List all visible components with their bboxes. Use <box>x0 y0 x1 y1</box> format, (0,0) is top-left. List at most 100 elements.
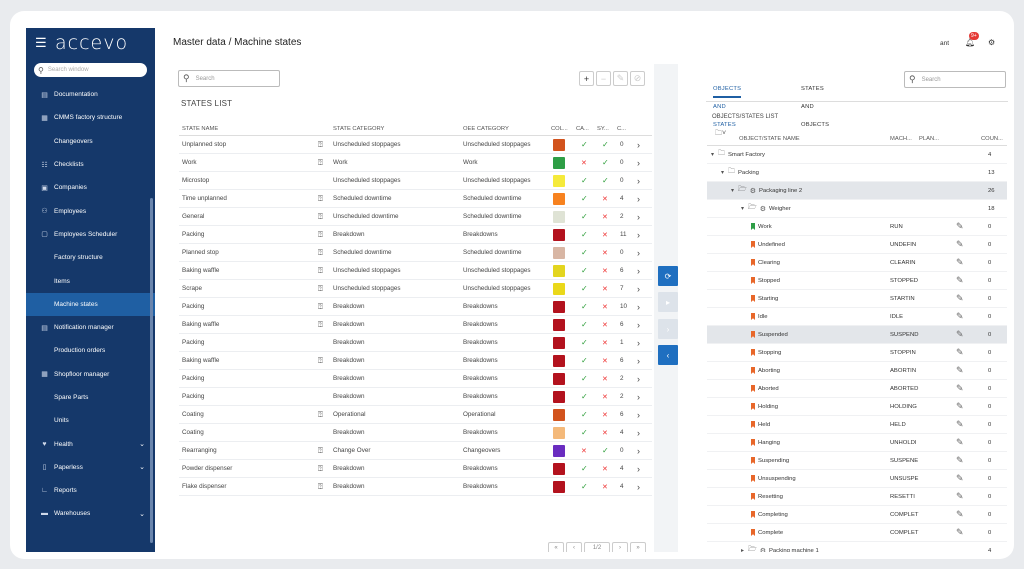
sidebar-item-notification-manager[interactable]: ▤ Notification manager <box>26 316 155 339</box>
tree-node-row[interactable]: ▸ 🗁︎ ⚙ Packing machine 1 4 <box>707 542 1007 552</box>
tree-state-row[interactable]: Aborting ABORTIN ✎ 0 <box>707 362 1007 380</box>
help-icon[interactable]: ⍰ <box>318 229 323 239</box>
sidebar-item-health[interactable]: ♥ Health ⌄ <box>26 432 155 455</box>
tree-state-row[interactable]: Unsuspending UNSUSPE ✎ 0 <box>707 470 1007 488</box>
help-icon[interactable]: ⍰ <box>318 193 323 203</box>
table-row[interactable]: Packing Breakdown Breakdowns ✓ ✕ 2 › <box>179 370 652 388</box>
pencil-icon[interactable]: ✎ <box>956 365 964 375</box>
table-row[interactable]: Scrape ⍰ Unscheduled stoppages Unscheduled … <box>179 280 652 298</box>
col-sy[interactable]: SY... <box>597 126 609 132</box>
move-all-right-button[interactable]: › <box>658 319 678 339</box>
chevron-right-icon[interactable]: › <box>637 391 640 402</box>
tree-node[interactable]: Suspended <box>751 331 788 338</box>
col-object-name[interactable]: OBJECT/STATE NAME <box>739 136 800 142</box>
sidebar-search-input[interactable]: ⚲ Search window <box>34 63 147 77</box>
tree-node[interactable]: Completing <box>751 511 788 518</box>
tree-state-row[interactable]: Complete COMPLET ✎ 0 <box>707 524 1007 542</box>
sidebar-scrollbar[interactable] <box>150 198 153 543</box>
tree-node[interactable]: ▾ 🗀︎ Smart Factory <box>711 149 765 160</box>
sidebar-item-checklists[interactable]: ☷ Checklists <box>26 153 155 176</box>
tree-node[interactable]: Undefined <box>751 241 785 248</box>
gear-icon[interactable]: ⚙ <box>988 38 996 47</box>
help-icon[interactable]: ⍰ <box>318 445 323 455</box>
table-row[interactable]: Baking waffle ⍰ Unscheduled stoppages Unsch… <box>179 262 652 280</box>
collapse-icon[interactable]: ▾ <box>731 188 735 194</box>
col-count[interactable]: C... <box>617 126 627 132</box>
sidebar-item-machine-states[interactable]: Machine states <box>26 292 155 316</box>
sidebar-item-changeovers[interactable]: Changeovers <box>26 130 155 153</box>
last-page-button[interactable]: » <box>630 542 646 552</box>
table-row[interactable]: Packing ⍰ Breakdown Breakdowns ✓ ✕ 10 › <box>179 298 652 316</box>
tree-state-row[interactable]: Clearing CLEARIN ✎ 0 <box>707 254 1007 272</box>
table-row[interactable]: Baking waffle ⍰ Breakdown Breakdowns ✓ ✕ 6 › <box>179 352 652 370</box>
help-icon[interactable]: ⍰ <box>318 211 323 221</box>
sidebar-item-paperless[interactable]: ▯ Paperless ⌄ <box>26 456 155 479</box>
help-icon[interactable]: ⍰ <box>318 355 323 365</box>
sidebar-item-employees[interactable]: ⚇ Employees <box>26 199 155 222</box>
edit-button[interactable]: ✎ <box>613 71 628 86</box>
refresh-button[interactable]: ⟳ <box>658 266 678 286</box>
chevron-right-icon[interactable]: › <box>637 175 640 186</box>
tree-node[interactable]: Unsuspending <box>751 475 796 482</box>
col-count[interactable]: COUN... <box>981 136 1003 142</box>
tree-state-row[interactable]: Holding HOLDING ✎ 0 <box>707 398 1007 416</box>
pencil-icon[interactable]: ✎ <box>956 347 964 357</box>
help-icon[interactable]: ⍰ <box>318 157 323 167</box>
remove-button[interactable]: − <box>596 71 611 86</box>
sidebar-item-shopfloor-manager[interactable]: ▦ Shopfloor manager <box>26 363 155 386</box>
help-icon[interactable]: ⍰ <box>318 301 323 311</box>
tree-node[interactable]: Resetting <box>751 493 783 500</box>
tree-node-row[interactable]: ▾ 🗁︎ ⚙ Weigher 18 <box>707 200 1007 218</box>
chevron-right-icon[interactable]: › <box>637 481 640 492</box>
table-row[interactable]: General ⍰ Unscheduled downtime Scheduled do… <box>179 208 652 226</box>
table-row[interactable]: Microstop Unscheduled stoppages Unschedule… <box>179 172 652 190</box>
folder-toggle-icon[interactable]: 🗀︎˅ <box>715 130 727 137</box>
tree-node[interactable]: Stopping <box>751 349 781 356</box>
help-icon[interactable]: ⍰ <box>318 265 323 275</box>
tree-state-row[interactable]: Stopped STOPPED ✎ 0 <box>707 272 1007 290</box>
pencil-icon[interactable]: ✎ <box>956 473 964 483</box>
help-icon[interactable]: ⍰ <box>318 319 323 329</box>
pencil-icon[interactable]: ✎ <box>956 455 964 465</box>
sidebar-item-items[interactable]: Items <box>26 269 155 292</box>
tree-node[interactable]: Holding <box>751 403 778 410</box>
first-page-button[interactable]: « <box>548 542 564 552</box>
chevron-right-icon[interactable]: › <box>637 247 640 258</box>
pencil-icon[interactable]: ✎ <box>956 437 964 447</box>
collapse-icon[interactable]: ▾ <box>721 170 725 176</box>
tree-node[interactable]: Clearing <box>751 259 780 266</box>
col-oee-category[interactable]: OEE CATEGORY <box>463 126 509 132</box>
col-color[interactable]: COL... <box>551 126 568 132</box>
table-row[interactable]: Baking waffle ⍰ Breakdown Breakdowns ✓ ✕ 6 › <box>179 316 652 334</box>
tree-node-row[interactable]: ▾ 🗀︎ Smart Factory 4 <box>707 146 1007 164</box>
col-machine[interactable]: MACH... <box>890 136 912 142</box>
tree-node[interactable]: Aborting <box>751 367 780 374</box>
pencil-icon[interactable]: ✎ <box>956 257 964 267</box>
chevron-right-icon[interactable]: › <box>637 229 640 240</box>
tree-state-row[interactable]: Work RUN ✎ 0 <box>707 218 1007 236</box>
tree-node[interactable]: ▾ 🗁︎ ⚙ Packaging line 2 <box>731 185 802 196</box>
table-row[interactable]: Flake dispenser ⍰ Breakdown Breakdowns ✓ ✕ 4 › <box>179 478 652 496</box>
move-right-button[interactable]: ▸ <box>658 292 678 312</box>
pencil-icon[interactable]: ✎ <box>956 275 964 285</box>
tree-state-row[interactable]: Resetting RESETTI ✎ 0 <box>707 488 1007 506</box>
table-row[interactable]: Unplanned stop ⍰ Unscheduled stoppages Unsc… <box>179 136 652 154</box>
tree-node[interactable]: Starting <box>751 295 778 302</box>
chevron-right-icon[interactable]: › <box>637 283 640 294</box>
bell-icon[interactable]: 🔔︎ <box>965 38 976 47</box>
sidebar-item-reports[interactable]: ∟ Reports <box>26 479 155 502</box>
sidebar-item-companies[interactable]: ▣ Companies <box>26 176 155 199</box>
table-row[interactable]: Coating Breakdown Breakdowns ✓ ✕ 4 › <box>179 424 652 442</box>
col-ca[interactable]: CA... <box>576 126 589 132</box>
objects-search-input[interactable]: ⚲ Search <box>904 71 1006 88</box>
tree-node[interactable]: Suspending <box>751 457 789 464</box>
tree-node[interactable]: ▸ 🗁︎ ⚙ Packing machine 1 <box>741 545 819 552</box>
table-row[interactable]: Powder dispenser ⍰ Breakdown Breakdowns ✓ ✕ 4 › <box>179 460 652 478</box>
help-icon[interactable]: ⍰ <box>318 283 323 293</box>
tree-node[interactable]: Aborted <box>751 385 779 392</box>
tree-state-row[interactable]: Held HELD ✎ 0 <box>707 416 1007 434</box>
tree-state-row[interactable]: Idle IDLE ✎ 0 <box>707 308 1007 326</box>
pencil-icon[interactable]: ✎ <box>956 527 964 537</box>
chevron-right-icon[interactable]: › <box>637 445 640 456</box>
chevron-right-icon[interactable]: › <box>637 193 640 204</box>
